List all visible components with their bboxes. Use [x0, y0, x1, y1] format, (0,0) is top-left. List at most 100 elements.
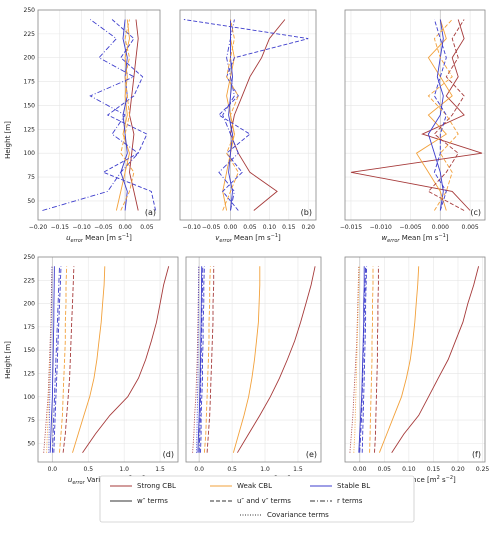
series-line-3 — [183, 19, 309, 211]
x-tick-label: 0.05 — [243, 224, 257, 231]
x-tick-label: 0.05 — [378, 466, 392, 473]
y-tick-label: 100 — [24, 394, 36, 401]
series-line-3 — [206, 266, 215, 453]
series-line-5 — [120, 19, 135, 211]
series-line-5 — [433, 19, 447, 211]
y-tick-label: 125 — [24, 126, 36, 133]
y-tick-label: 225 — [24, 277, 36, 284]
series-line-4 — [218, 19, 239, 211]
x-tick-label: −0.10 — [182, 224, 201, 231]
series-line-0 — [230, 19, 286, 211]
series-line-6 — [359, 266, 367, 453]
panel-label: (d) — [163, 450, 174, 459]
panel-3: 0.0 0.5 1.0 1.5 50 75 100 125 150 175 200 225 250 (d)… — [24, 254, 179, 486]
axes-frame — [37, 9, 161, 221]
x-axis-label: verror Mean [m s−1] — [215, 233, 281, 244]
y-tick-label: 75 — [27, 174, 35, 181]
panels: −0.20 −0.15 −0.10 −0.05 0.00 0.05507510012515… — [24, 7, 490, 486]
axes-frame — [179, 9, 317, 221]
y-axis-label-bottom: Height [m] — [4, 341, 12, 379]
series-line-0 — [350, 19, 483, 211]
legend-label-weak: Weak CBL — [237, 482, 272, 490]
y-axis-label-top: Height [m] — [4, 121, 12, 159]
x-tick-label: 0.5 — [227, 466, 237, 473]
x-tick-label: 0.00 — [224, 224, 238, 231]
x-tick-label: 0.05 — [140, 224, 154, 231]
legend-label-strong: Strong CBL — [137, 482, 176, 490]
x-tick-label: 0.0 — [194, 466, 204, 473]
series-line-1 — [232, 266, 261, 453]
series-line-0 — [237, 266, 316, 453]
series-line-4 — [369, 266, 374, 453]
legend-label-r: r terms — [337, 497, 363, 505]
panel-1: −0.10 −0.05 0.00 0.05 0.10 0.15 0.20 (b) verror … — [179, 9, 317, 244]
series-line-2 — [49, 266, 55, 453]
x-axis-label: uerror Mean [m s−1] — [66, 233, 132, 244]
x-tick-label: 1.5 — [293, 466, 303, 473]
panel-5: 0.000.050.100.150.200.25(f)werror Varian… — [344, 256, 489, 486]
panel-label: (f) — [472, 450, 481, 459]
x-tick-label: −0.05 — [202, 224, 221, 231]
series-line-0 — [129, 19, 139, 211]
series-line-2 — [228, 19, 233, 211]
axes-frame — [185, 256, 322, 463]
x-tick-label: 0.0 — [48, 466, 58, 473]
y-tick-label: 250 — [24, 254, 36, 261]
y-tick-label: 100 — [24, 150, 36, 157]
y-tick-label: 175 — [24, 324, 36, 331]
series-line-8 — [353, 266, 360, 453]
x-tick-label: −0.10 — [72, 224, 91, 231]
panel-0: −0.20 −0.15 −0.10 −0.05 0.00 0.05 50 75 100 125 15… — [24, 7, 161, 244]
x-tick-label: 0.00 — [353, 466, 367, 473]
legend-label-stable: Stable BL — [337, 482, 370, 490]
series-line-4 — [59, 266, 68, 453]
x-tick-label: 0.20 — [451, 466, 465, 473]
series-line-1 — [115, 19, 130, 211]
series-line-4 — [42, 19, 139, 211]
panel-label: (c) — [470, 208, 481, 217]
x-axis-label: werror Mean [m s−1] — [381, 233, 448, 244]
x-tick-label: −0.015 — [340, 224, 362, 231]
series-line-5 — [53, 266, 62, 453]
series-line-0 — [391, 266, 480, 453]
y-tick-label: 250 — [24, 7, 36, 14]
axes-frame — [37, 256, 179, 463]
x-tick-label: 0.005 — [462, 224, 479, 231]
x-tick-label: −0.05 — [94, 224, 113, 231]
x-tick-label: 0.10 — [263, 224, 277, 231]
x-tick-label: 1.0 — [260, 466, 270, 473]
x-tick-label: 0.20 — [302, 224, 316, 231]
y-tick-label: 125 — [24, 370, 36, 377]
x-tick-label: 0.15 — [427, 466, 441, 473]
y-tick-label: 50 — [27, 440, 35, 447]
series-line-1 — [378, 266, 420, 453]
x-tick-label: 0.00 — [118, 224, 132, 231]
series-line-5 — [222, 19, 239, 211]
series-line-0 — [82, 266, 170, 453]
x-tick-label: 0.5 — [83, 466, 93, 473]
series-line-6 — [51, 266, 60, 453]
series-line-9 — [48, 266, 53, 453]
legend-label-wstar: w″ terms — [137, 497, 168, 505]
panel-label: (e) — [306, 450, 317, 459]
panel-2: −0.015 −0.010 −0.005 0.000 0.005 (c) werror Me… — [340, 9, 486, 244]
x-tick-label: 1.0 — [119, 466, 129, 473]
legend-label-cov: Covariance terms — [267, 511, 329, 519]
series-line-1 — [415, 19, 453, 211]
legend-frame — [99, 475, 415, 523]
series-line-3 — [374, 266, 379, 453]
x-tick-label: −0.15 — [51, 224, 70, 231]
panel-4: 0.00.51.01.5(e)verror Variance [m2 s−2] — [185, 256, 322, 486]
panel-label: (b) — [301, 208, 312, 217]
series-line-4 — [427, 19, 459, 211]
y-tick-label: 200 — [24, 55, 36, 62]
x-tick-label: −0.005 — [399, 224, 421, 231]
series-line-7 — [349, 266, 360, 453]
axes-frame — [344, 256, 486, 463]
x-tick-label: −0.010 — [370, 224, 392, 231]
series-line-6 — [198, 266, 204, 453]
y-tick-label: 150 — [24, 102, 36, 109]
series-line-4 — [203, 266, 211, 453]
x-tick-label: 1.5 — [155, 466, 165, 473]
